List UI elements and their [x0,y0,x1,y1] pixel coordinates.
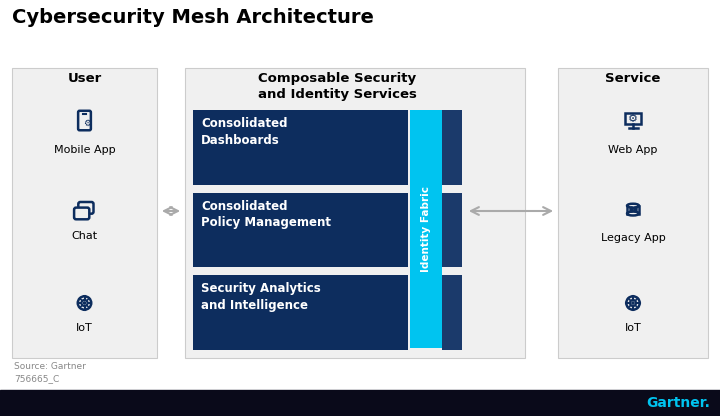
Bar [76,302,79,304]
Bar [639,302,641,304]
Text: Service: Service [606,72,661,85]
Ellipse shape [627,204,639,208]
Bar [558,68,708,358]
Text: Consolidated
Policy Management: Consolidated Policy Management [201,200,331,229]
Text: Consolidated
Dashboards: Consolidated Dashboards [201,117,287,146]
Bar [90,302,92,304]
Bar [84,295,86,297]
Bar [410,110,442,348]
Text: Gartner.: Gartner. [646,396,710,410]
Text: IoT: IoT [76,323,93,333]
Text: User: User [68,72,102,85]
Bar [12,68,157,358]
Bar [193,193,408,267]
Bar [193,275,408,350]
Text: Source: Gartner
756665_C: Source: Gartner 756665_C [14,362,86,384]
Bar [442,110,462,185]
FancyBboxPatch shape [74,208,89,219]
Bar [442,275,462,350]
Text: Chat: Chat [71,231,98,241]
Circle shape [632,302,634,304]
Bar [625,112,642,124]
Text: IoT: IoT [625,323,642,333]
Text: Security Analytics
and Intelligence: Security Analytics and Intelligence [201,282,320,312]
Text: ⚙: ⚙ [628,114,638,124]
Bar [442,193,462,267]
Text: ⚙: ⚙ [83,119,91,128]
Text: Composable Security
and Identity Services: Composable Security and Identity Service… [258,72,416,101]
Text: Legacy App: Legacy App [600,233,665,243]
Bar [632,295,634,297]
Circle shape [84,302,86,304]
Bar [185,68,525,358]
Bar [0,390,720,416]
Bar [84,309,86,311]
Text: Cybersecurity Mesh Architecture: Cybersecurity Mesh Architecture [12,8,374,27]
Bar [625,302,627,304]
Text: Web App: Web App [608,145,657,155]
Text: Identity Fabric: Identity Fabric [421,186,431,272]
Bar [193,110,408,185]
Bar [632,309,634,311]
Text: Mobile App: Mobile App [54,145,115,155]
